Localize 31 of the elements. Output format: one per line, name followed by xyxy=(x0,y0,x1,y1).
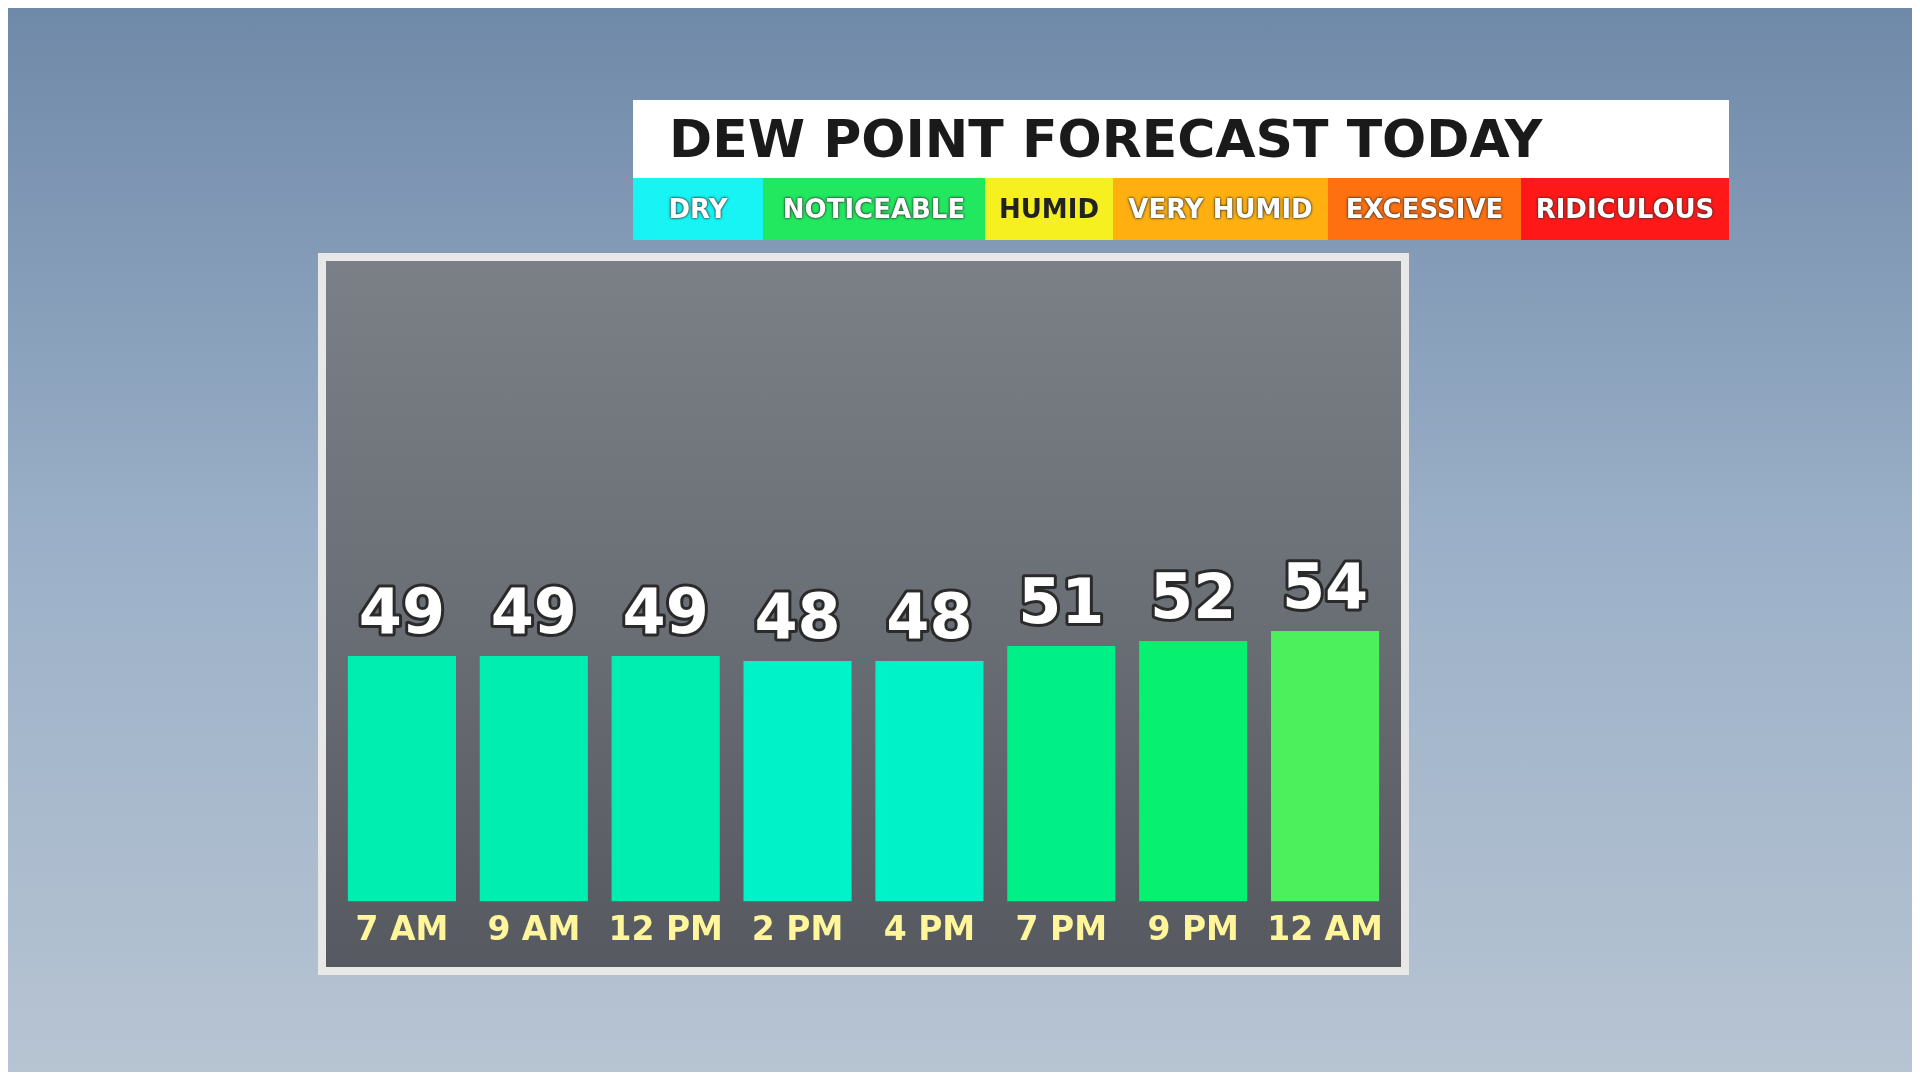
x-tick-label: 12 PM xyxy=(608,908,723,948)
bar xyxy=(611,656,720,902)
text: VERY HUMID xyxy=(1113,178,1328,240)
text: DRY xyxy=(633,178,763,240)
x-tick-label: 7 PM xyxy=(1015,908,1108,948)
data-label: 51 xyxy=(1018,565,1105,639)
x-tick-label: 2 PM xyxy=(751,908,844,948)
x-tick-label: 4 PM xyxy=(883,908,976,948)
data-label: 49 xyxy=(358,575,446,649)
x-tick-label: 9 PM xyxy=(1147,908,1239,948)
x-tick-label: 9 AM xyxy=(487,908,581,948)
text: EXCESSIVE xyxy=(1328,178,1521,240)
text: NOTICEABLE xyxy=(763,178,985,240)
bar xyxy=(1007,646,1116,902)
bar xyxy=(1270,631,1380,902)
data-label: 48 xyxy=(754,580,841,654)
text: HUMID xyxy=(985,178,1113,240)
data-label: 54 xyxy=(1281,550,1369,624)
chart-title: DEW POINT FORECAST TODAY xyxy=(633,100,1729,178)
x-tick-label: 12 AM xyxy=(1267,908,1383,948)
bar xyxy=(743,661,852,902)
bar xyxy=(479,656,588,902)
data-label: 52 xyxy=(1150,560,1237,634)
data-label: 49 xyxy=(490,575,577,649)
x-tick-label: 7 AM xyxy=(355,908,449,948)
bar xyxy=(347,656,457,902)
data-label: 48 xyxy=(886,580,973,654)
bar xyxy=(875,661,984,902)
text: RIDICULOUS xyxy=(1521,178,1729,240)
data-label: 49 xyxy=(622,575,709,649)
bar xyxy=(1139,641,1248,902)
